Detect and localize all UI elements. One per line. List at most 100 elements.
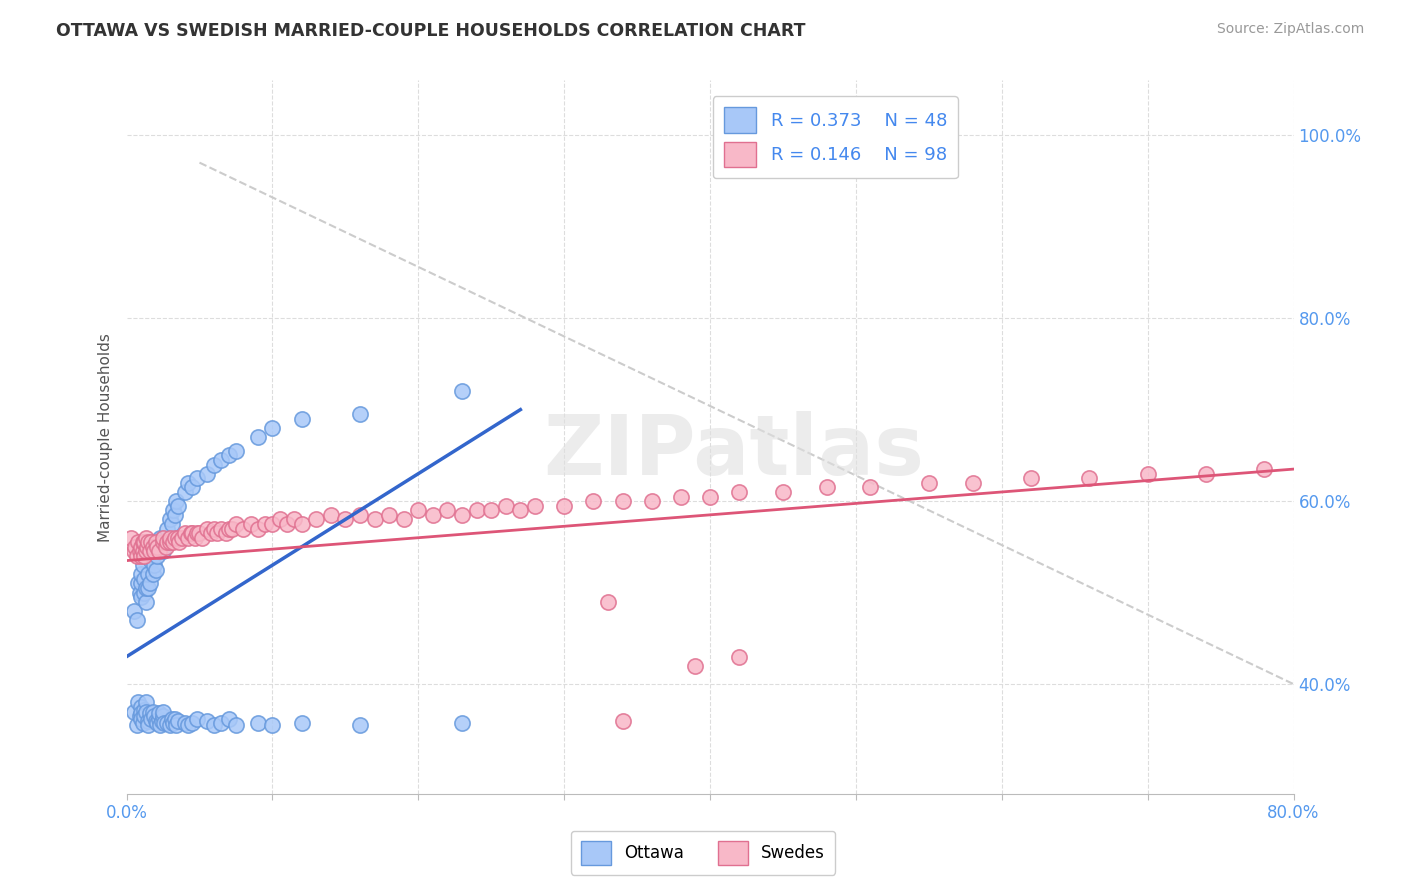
Point — [283, 512, 305, 526]
Point — [1078, 471, 1101, 485]
Point — [148, 535, 170, 549]
Point — [166, 531, 188, 545]
Point — [640, 494, 664, 508]
Point — [152, 531, 174, 545]
Point — [177, 475, 200, 490]
Point — [163, 508, 186, 522]
Point — [139, 576, 162, 591]
Point — [159, 531, 181, 545]
Point — [148, 544, 170, 558]
Point — [262, 718, 284, 732]
Point — [156, 715, 179, 730]
Point — [186, 471, 208, 485]
Point — [451, 715, 474, 730]
Point — [612, 714, 634, 728]
Point — [156, 522, 179, 536]
Point — [669, 490, 692, 504]
Point — [859, 480, 882, 494]
Point — [128, 544, 150, 558]
Point — [146, 549, 169, 563]
Point — [553, 499, 575, 513]
Point — [152, 709, 174, 723]
Point — [596, 595, 619, 609]
Point — [465, 503, 488, 517]
Point — [145, 535, 167, 549]
Point — [1253, 462, 1275, 476]
Point — [142, 567, 165, 582]
Point — [174, 485, 197, 500]
Point — [145, 714, 167, 728]
Point — [191, 531, 214, 545]
Point — [150, 714, 173, 728]
Point — [132, 572, 155, 586]
Point — [129, 590, 152, 604]
Point — [436, 503, 458, 517]
Point — [132, 535, 155, 549]
Point — [290, 516, 312, 531]
Point — [451, 508, 474, 522]
Point — [120, 531, 142, 545]
Point — [221, 522, 243, 536]
Point — [129, 567, 152, 582]
Point — [125, 549, 148, 563]
Point — [378, 508, 401, 522]
Point — [225, 516, 247, 531]
Point — [177, 531, 200, 545]
Point — [451, 384, 474, 399]
Point — [1195, 467, 1218, 481]
Point — [149, 718, 172, 732]
Point — [218, 522, 240, 536]
Point — [181, 715, 204, 730]
Point — [225, 718, 247, 732]
Point — [138, 567, 160, 582]
Point — [1019, 471, 1042, 485]
Point — [124, 540, 146, 554]
Point — [134, 705, 156, 719]
Point — [205, 526, 228, 541]
Point — [134, 531, 156, 545]
Point — [166, 499, 188, 513]
Point — [152, 544, 174, 558]
Point — [218, 449, 240, 463]
Point — [129, 706, 152, 721]
Point — [246, 715, 269, 730]
Point — [612, 494, 634, 508]
Point — [209, 715, 232, 730]
Point — [138, 535, 160, 549]
Point — [262, 516, 284, 531]
Point — [129, 700, 152, 714]
Point — [174, 715, 197, 730]
Point — [134, 695, 156, 709]
Point — [139, 544, 162, 558]
Point — [728, 485, 751, 500]
Point — [363, 512, 385, 526]
Y-axis label: Married-couple Households: Married-couple Households — [97, 333, 112, 541]
Point — [134, 544, 156, 558]
Point — [152, 535, 174, 549]
Point — [184, 531, 207, 545]
Point — [181, 480, 204, 494]
Point — [163, 531, 186, 545]
Point — [138, 714, 160, 728]
Point — [392, 512, 415, 526]
Point — [180, 526, 202, 541]
Point — [139, 706, 162, 721]
Point — [276, 516, 298, 531]
Point — [246, 430, 269, 444]
Point — [918, 475, 941, 490]
Point — [772, 485, 794, 500]
Point — [148, 706, 170, 721]
Point — [290, 411, 312, 425]
Point — [153, 535, 176, 549]
Legend: Ottawa, Swedes: Ottawa, Swedes — [571, 831, 835, 875]
Point — [143, 709, 166, 723]
Point — [422, 508, 444, 522]
Point — [132, 703, 155, 717]
Point — [479, 503, 502, 517]
Point — [152, 705, 174, 719]
Point — [122, 705, 145, 719]
Text: OTTAWA VS SWEDISH MARRIED-COUPLE HOUSEHOLDS CORRELATION CHART: OTTAWA VS SWEDISH MARRIED-COUPLE HOUSEHO… — [56, 22, 806, 40]
Point — [122, 544, 145, 558]
Point — [129, 540, 152, 554]
Point — [186, 712, 208, 726]
